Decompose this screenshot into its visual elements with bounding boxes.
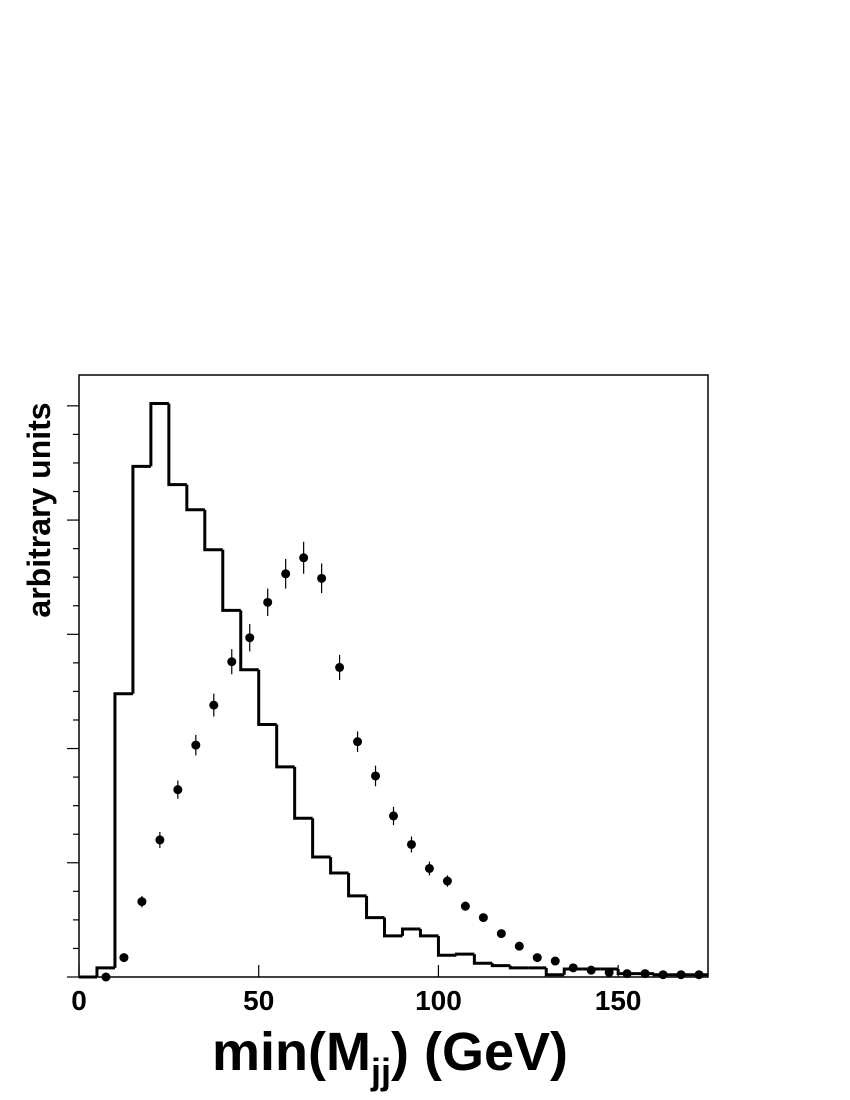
x-axis-label: min(Mjj) (GeV) (212, 1022, 568, 1092)
x-tick-label: 150 (595, 985, 642, 1016)
data-point (568, 963, 578, 973)
histogram-bin (239, 610, 259, 672)
x-label-part: min(M (212, 1022, 371, 1082)
data-point (658, 970, 668, 980)
histogram-bin (365, 895, 385, 920)
y-axis-label: arbitrary units (21, 402, 57, 617)
data-point (550, 956, 560, 966)
data-point (317, 573, 327, 583)
histogram-bin (275, 724, 295, 769)
histogram-bin (203, 509, 223, 552)
x-label-part: ) (GeV) (391, 1022, 568, 1082)
data-point (389, 811, 398, 821)
plot-frame (78, 374, 709, 978)
data-point (353, 737, 363, 747)
data-point (335, 662, 345, 672)
data-point (299, 553, 309, 563)
data-point (424, 863, 434, 873)
histogram-bin (185, 484, 205, 512)
data-point (101, 972, 111, 982)
data-point (694, 970, 704, 980)
data-point (137, 897, 147, 907)
data-point (496, 929, 506, 939)
histogram-bin (472, 954, 493, 965)
data-point (209, 700, 219, 710)
data-point (622, 969, 632, 979)
data-point (173, 785, 183, 795)
histogram-bin (544, 967, 565, 977)
x-tick-label: 0 (71, 985, 87, 1016)
histogram-bin (436, 935, 457, 957)
data-point (640, 969, 650, 979)
data-point (532, 953, 542, 963)
data-point (460, 901, 470, 911)
histogram-bin (418, 929, 439, 938)
histogram-bin (383, 917, 403, 938)
data-point (478, 913, 488, 923)
histogram-bin (95, 966, 115, 977)
data-point (604, 967, 614, 977)
x-tick-label: 50 (243, 985, 274, 1016)
histogram-bin (257, 669, 277, 727)
histogram-bin (293, 766, 313, 820)
histogram-bin (131, 464, 151, 694)
histogram-bin (167, 403, 187, 487)
data-point (155, 835, 165, 845)
histogram-bin (311, 818, 331, 859)
data-point (676, 970, 686, 980)
histogram-bin (113, 692, 133, 968)
data-point (371, 771, 381, 781)
data-point (245, 633, 255, 643)
histogram-bin (400, 927, 421, 936)
histogram-bin (454, 952, 475, 956)
data-point (263, 597, 273, 607)
data-point (281, 569, 291, 579)
histogram-bin (490, 963, 511, 968)
data-point (442, 876, 452, 886)
data-point (586, 965, 596, 975)
histogram-bin (149, 402, 169, 467)
data-point (191, 740, 201, 750)
histogram-bin (508, 965, 529, 970)
x-label-subscript: jj (370, 1051, 391, 1092)
histogram-bin (347, 873, 367, 898)
histogram-bin (221, 549, 241, 612)
data-point (119, 953, 129, 963)
histogram-bin (329, 857, 349, 875)
data-point (227, 657, 237, 667)
data-point (514, 941, 524, 951)
x-tick-label: 100 (415, 985, 462, 1016)
data-point (406, 839, 416, 849)
